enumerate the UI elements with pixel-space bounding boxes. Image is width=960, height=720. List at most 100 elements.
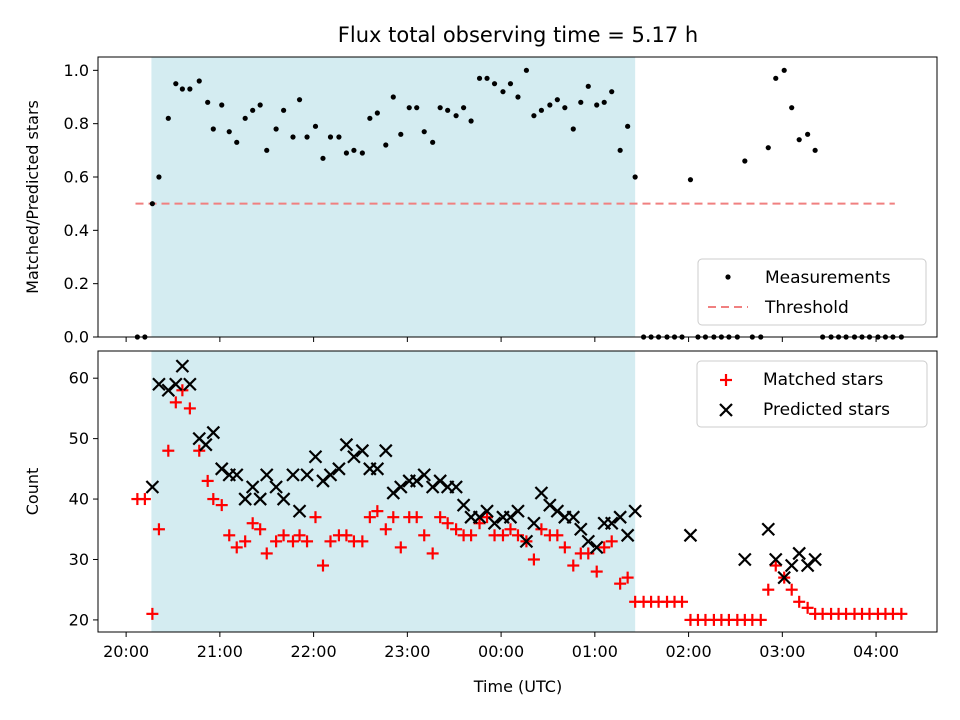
x-tick-label: 02:00 — [666, 642, 712, 661]
bottom-legend-box — [696, 360, 928, 428]
matched-star-point — [769, 559, 782, 572]
top-legend: Measurements Threshold — [697, 258, 927, 326]
legend-marker-predicted — [719, 403, 733, 417]
matched-star-point — [754, 613, 767, 626]
predicted-star-point — [456, 498, 471, 512]
predicted-star-point — [355, 443, 370, 458]
measurement-point — [437, 105, 443, 111]
predicted-star-point — [308, 449, 323, 464]
legend-label-threshold: Threshold — [764, 298, 849, 318]
measurement-point — [196, 78, 202, 84]
measurement-point — [281, 107, 287, 113]
measurement-point — [390, 94, 396, 100]
matched-star-point — [162, 444, 175, 457]
top-y-tick-label: 1.0 — [64, 61, 89, 80]
matched-star-point — [676, 595, 689, 608]
x-tick-label: 23:00 — [384, 642, 430, 661]
chart-title: Flux total observing time = 5.17 h — [338, 23, 698, 47]
top-y-tick-label: 0.8 — [64, 114, 89, 133]
matched-star-point — [441, 517, 454, 530]
bot-y-tick-label: 50 — [69, 429, 89, 448]
bottom-y-axis-label: Count — [23, 468, 42, 516]
measurement-point — [242, 115, 248, 121]
x-tick-label: 03:00 — [759, 642, 805, 661]
bot-y-tick-label: 20 — [69, 610, 89, 629]
matched-star-point — [293, 529, 306, 542]
bottom-x-axis-label: Time (UTC) — [473, 677, 562, 696]
predicted-star-point — [808, 552, 822, 567]
predicted-star-point — [527, 516, 541, 531]
legend-label-predicted: Predicted stars — [763, 400, 890, 420]
matched-star-point — [215, 499, 228, 512]
matched-star-point — [801, 601, 814, 614]
predicted-star-point — [332, 462, 346, 476]
measurement-point — [257, 102, 263, 108]
measurement-point — [351, 147, 357, 153]
measurement-point — [336, 134, 342, 140]
predicted-star-point — [199, 437, 213, 452]
measurement-point — [234, 139, 240, 145]
measurement-point — [226, 129, 232, 135]
matched-star-point — [176, 384, 189, 397]
predicted-star-point — [417, 468, 432, 482]
measurement-point — [805, 131, 811, 137]
predicted-star-point — [449, 480, 463, 494]
matched-star-point — [465, 529, 478, 542]
bottom-x-ticks: 20:00 21:00 22:00 23:00 00:00 01:00 02:00 03:00… — [103, 632, 899, 661]
matched-star-point — [371, 505, 384, 518]
measurement-point — [562, 105, 568, 111]
measurement-point — [173, 81, 179, 87]
measurement-point — [421, 129, 427, 135]
matched-star-point — [254, 523, 267, 536]
measurement-point — [773, 75, 779, 81]
measurement-point — [585, 83, 591, 89]
predicted-star-point — [370, 462, 385, 476]
measurement-point — [765, 145, 771, 151]
predicted-star-point — [573, 522, 588, 537]
x-tick-label: 04:00 — [853, 642, 899, 661]
matched-star-point — [481, 511, 494, 524]
predicted-star-point — [620, 528, 635, 543]
observing-interval-shade-top — [151, 57, 636, 337]
measurement-point — [547, 102, 553, 108]
legend-marker-measurements — [725, 274, 731, 280]
matched-star-point — [527, 553, 540, 566]
matched-star-point — [535, 523, 548, 536]
measurement-point — [359, 150, 365, 156]
matched-star-point — [504, 523, 517, 536]
measurement-point — [578, 99, 584, 105]
matched-star-point — [324, 535, 337, 548]
predicted-star-point — [589, 540, 604, 555]
measurement-point — [264, 147, 270, 153]
measurement-point — [219, 102, 225, 108]
x-tick-label: 20:00 — [103, 642, 149, 661]
legend-label-measurements: Measurements — [765, 268, 891, 288]
x-tick-label: 01:00 — [572, 642, 618, 661]
matched-star-point — [426, 547, 439, 560]
matched-star-point — [260, 547, 273, 560]
predicted-star-points — [145, 359, 822, 585]
matched-star-point — [340, 529, 353, 542]
predicted-star-point — [347, 449, 361, 464]
measurement-point — [312, 123, 319, 129]
predicted-star-point — [738, 552, 752, 567]
bot-y-tick-label: 40 — [69, 490, 89, 509]
matched-star-point — [246, 517, 259, 530]
top-y-ticks: 0.0 0.2 0.4 0.6 0.8 1.0 — [64, 61, 98, 347]
predicted-star-point — [394, 480, 408, 494]
top-plot-frame — [97, 56, 938, 338]
measurement-point — [210, 126, 216, 132]
measurement-point — [367, 115, 373, 121]
predicted-star-point — [169, 377, 183, 392]
predicted-star-point — [519, 534, 534, 549]
matched-star-point — [356, 535, 369, 548]
matched-star-point — [239, 535, 252, 548]
measurement-point — [290, 134, 296, 140]
matched-star-point — [614, 577, 627, 590]
matched-star-point — [387, 511, 400, 524]
top-y-axis-label: Matched/Predicted stars — [23, 100, 42, 294]
matched-star-point — [621, 571, 634, 584]
top-y-tick-label: 0.4 — [64, 221, 89, 240]
predicted-star-point — [628, 504, 642, 518]
matched-star-point — [793, 595, 806, 608]
